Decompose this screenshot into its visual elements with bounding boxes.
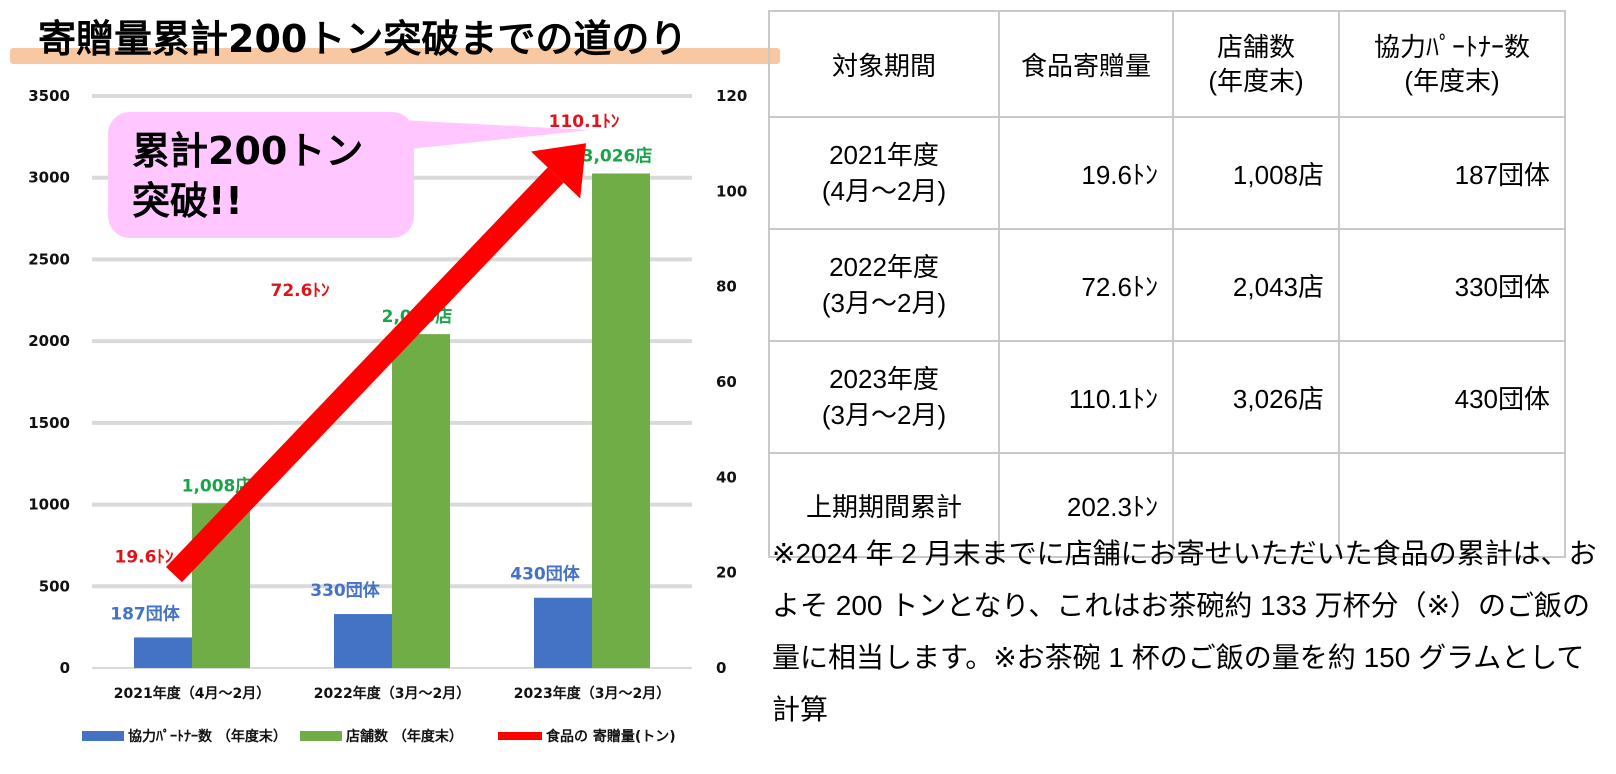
- y-tick-left: 1500: [28, 414, 70, 432]
- y-tick-left: 2500: [28, 250, 70, 268]
- callout-tail: [400, 120, 590, 150]
- legend-partners-swatch: [82, 731, 124, 741]
- header-stores: 店舗数 (年度末): [1172, 10, 1340, 118]
- cell-period: 2022年度 (3月～2月): [768, 228, 1000, 342]
- title-underline: [10, 48, 780, 64]
- y-tick-right: 100: [716, 182, 747, 200]
- arrow-donation-shaft: [166, 167, 564, 583]
- cell-partners: 187団体: [1338, 116, 1566, 230]
- x-tick-label: 2021年度（4月～2月）: [114, 685, 270, 702]
- y-tick-right: 40: [716, 468, 737, 486]
- chart: 0 500 1000 1500 2000 2500 3000 3500 0 20 40 60 80 100…: [28, 87, 747, 745]
- footnote: ※2024 年 2 月末までに店舗にお寄せいただいた食品の累計は、およそ 200…: [772, 538, 1597, 725]
- cell-amount: 19.6ﾄﾝ: [998, 116, 1174, 230]
- header-amount: 食品寄贈量: [998, 10, 1174, 118]
- cell-period: 2021年度 (4月～2月): [768, 116, 1000, 230]
- table-header-row: 対象期間 食品寄贈量 店舗数 (年度末) 協力ﾊﾟｰﾄﾅｰ数 (年度末): [768, 10, 1566, 118]
- cell-amount: 110.1ﾄﾝ: [998, 340, 1174, 454]
- y-tick-left: 1000: [28, 496, 70, 514]
- y-tick-left: 0: [60, 659, 70, 677]
- header-period: 対象期間: [768, 10, 1000, 118]
- data-table: 対象期間 食品寄贈量 店舗数 (年度末) 協力ﾊﾟｰﾄﾅｰ数 (年度末) 2021年…: [768, 10, 1566, 558]
- header-partners: 協力ﾊﾟｰﾄﾅｰ数 (年度末): [1338, 10, 1566, 118]
- table-row: 2022年度 (3月～2月) 72.6ﾄﾝ 2,043店 330団体: [768, 228, 1566, 342]
- cell-period: 2023年度 (3月～2月): [768, 340, 1000, 454]
- data-label-stores: 1,008店: [182, 475, 253, 496]
- bar-partners: [134, 637, 192, 668]
- y-tick-right: 20: [716, 564, 737, 582]
- data-label-stores: 3,026店: [582, 145, 653, 166]
- legend-partners-label: 協力ﾊﾟｰﾄﾅｰ数 （年度末）: [128, 728, 287, 745]
- y-tick-left: 2000: [28, 332, 70, 350]
- cell-period: 上期期間累計: [768, 452, 1000, 558]
- bar-partners: [334, 614, 392, 668]
- y-tick-left: 3000: [28, 169, 70, 187]
- table-row: 2023年度 (3月～2月) 110.1ﾄﾝ 3,026店 430団体: [768, 340, 1566, 454]
- y-tick-left: 500: [39, 577, 70, 595]
- y-tick-right: 80: [716, 278, 737, 296]
- data-label-partners: 330団体: [310, 580, 380, 601]
- cell-stores: 3,026店: [1172, 340, 1340, 454]
- page-title: 寄贈量累計200トン突破までの道のり: [38, 17, 688, 61]
- cell-stores: 2,043店: [1172, 228, 1340, 342]
- bar-partners: [534, 597, 592, 668]
- y-tick-right: 120: [716, 87, 747, 105]
- data-label-donation: 19.6ﾄﾝ: [115, 548, 174, 568]
- y-tick-right: 60: [716, 373, 737, 391]
- cell-stores: 1,008店: [1172, 116, 1340, 230]
- callout-box: [108, 112, 414, 238]
- bar-stores: [592, 173, 650, 668]
- data-label-donation: 110.1ﾄﾝ: [549, 112, 620, 132]
- x-tick-label: 2022年度（3月～2月）: [314, 685, 470, 702]
- legend-donation-label: 食品の 寄贈量(トン): [546, 728, 676, 745]
- data-label-donation: 72.6ﾄﾝ: [271, 281, 330, 301]
- legend-stores-label: 店舗数 （年度末）: [346, 728, 463, 745]
- table-row: 上期期間累計 202.3ﾄﾝ: [768, 452, 1566, 558]
- callout-line1: 累計200トン: [132, 129, 364, 173]
- legend-donation-swatch: [498, 732, 542, 740]
- y-tick-right: 0: [716, 659, 726, 677]
- callout-line2: 突破!!: [132, 179, 243, 223]
- cell-partners: 330団体: [1338, 228, 1566, 342]
- legend-stores-swatch: [300, 731, 342, 741]
- cell-partners: [1338, 452, 1566, 558]
- table-row: 2021年度 (4月～2月) 19.6ﾄﾝ 1,008店 187団体: [768, 116, 1566, 230]
- data-label-partners: 187団体: [110, 603, 180, 624]
- cell-amount: 202.3ﾄﾝ: [998, 452, 1174, 558]
- x-tick-label: 2023年度（3月～2月）: [514, 685, 670, 702]
- title-area: 寄贈量累計200トン突破までの道のり: [10, 4, 780, 66]
- cell-amount: 72.6ﾄﾝ: [998, 228, 1174, 342]
- bar-stores: [392, 334, 450, 668]
- cell-stores: [1172, 452, 1340, 558]
- data-label-partners: 430団体: [510, 564, 580, 585]
- y-tick-left: 3500: [28, 87, 70, 105]
- cell-partners: 430団体: [1338, 340, 1566, 454]
- callout-text: 累計200トン 突破!!: [132, 126, 363, 226]
- arrow-donation-head: [531, 143, 586, 199]
